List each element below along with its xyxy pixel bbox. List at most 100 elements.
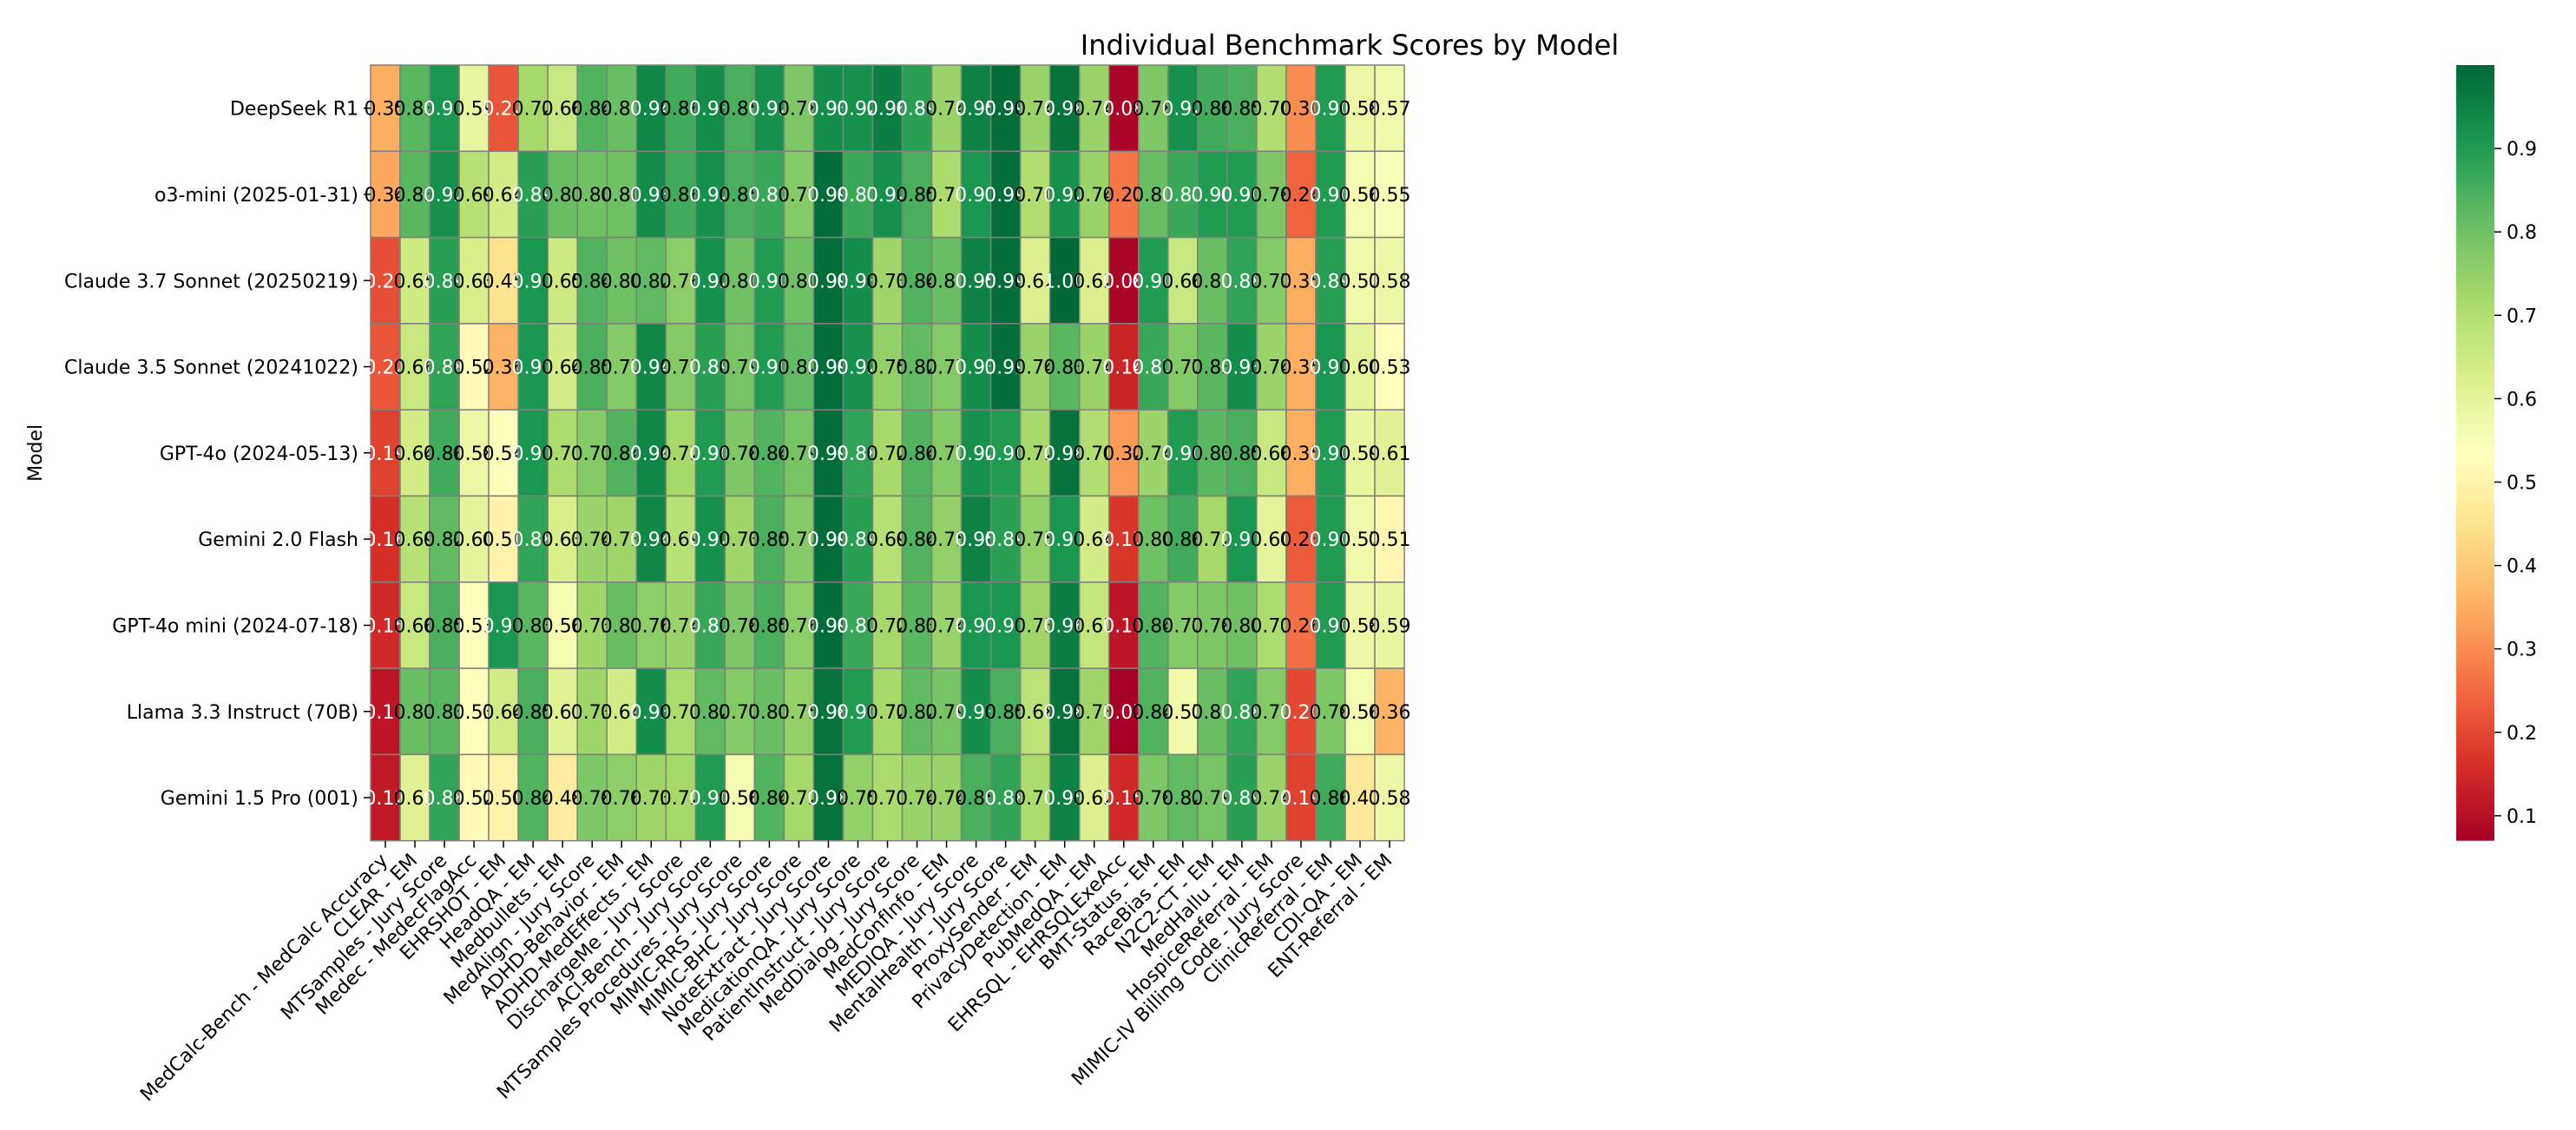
heatmap-cell xyxy=(1315,64,1346,153)
row-label: DeepSeek R1 xyxy=(230,99,358,121)
chart-title: Individual Benchmark Scores by Model xyxy=(1081,29,1619,62)
heatmap-cell xyxy=(694,323,726,411)
heatmap-cell xyxy=(547,236,578,325)
heatmap-cell xyxy=(606,495,638,583)
row-label: Claude 3.7 Sonnet (20250219) xyxy=(64,271,358,292)
heatmap-cell xyxy=(1167,323,1199,411)
heatmap-cell xyxy=(606,236,638,325)
heatmap-cell xyxy=(1256,150,1287,239)
heatmap-cell xyxy=(753,409,785,497)
heatmap-cell xyxy=(1315,150,1346,239)
heatmap-cell xyxy=(1138,236,1169,325)
heatmap-cell xyxy=(753,667,785,756)
colorbar-tick-label: 0.8 xyxy=(2507,222,2537,244)
heatmap-cell xyxy=(1344,64,1376,153)
heatmap-cell xyxy=(724,409,756,497)
heatmap-cell xyxy=(1019,495,1051,583)
heatmap-cell xyxy=(1197,753,1228,842)
heatmap-cell xyxy=(753,64,785,153)
heatmap-cell xyxy=(1048,409,1081,497)
heatmap-cell xyxy=(576,409,608,497)
heatmap-cell xyxy=(1108,150,1140,239)
row-label: Llama 3.3 Instruct (70B) xyxy=(127,702,358,724)
heatmap-cell xyxy=(783,323,815,411)
colorbar-tick-label: 0.6 xyxy=(2507,389,2537,411)
heatmap-cell xyxy=(1078,150,1110,239)
row-label: GPT-4o mini (2024-07-18) xyxy=(112,615,358,637)
heatmap-cell xyxy=(1285,236,1317,325)
heatmap-cell xyxy=(517,150,549,239)
heatmap-cell xyxy=(724,495,756,583)
heatmap-cell xyxy=(1315,753,1346,842)
colorbar-tick-label: 0.3 xyxy=(2507,640,2537,661)
heatmap-cell xyxy=(576,64,608,153)
heatmap-cell xyxy=(1078,581,1110,669)
heatmap-cell xyxy=(1344,753,1376,842)
heatmap-cell xyxy=(606,64,638,153)
heatmap-cell xyxy=(1048,236,1081,325)
heatmap-cell xyxy=(783,236,815,325)
heatmap-cell xyxy=(694,667,726,756)
heatmap-cell xyxy=(1256,495,1287,583)
heatmap-cell xyxy=(517,409,549,497)
heatmap-cell xyxy=(1344,409,1376,497)
heatmap-cell xyxy=(989,667,1022,756)
heatmap-cell xyxy=(1197,409,1228,497)
heatmap-cell xyxy=(517,495,549,583)
heatmap-cell xyxy=(783,495,815,583)
heatmap-cell xyxy=(370,323,401,411)
heatmap-cell xyxy=(753,581,785,669)
heatmap-cell xyxy=(1078,409,1110,497)
heatmap-cell xyxy=(1374,753,1405,842)
heatmap-cell xyxy=(724,581,756,669)
heatmap-cell xyxy=(960,753,992,842)
heatmap-cell xyxy=(1078,236,1110,325)
heatmap-cell xyxy=(871,409,904,497)
colorbar-gradient xyxy=(2456,65,2494,841)
colorbar-tick-label: 0.5 xyxy=(2507,472,2537,494)
row-label: Claude 3.5 Sonnet (20241022) xyxy=(64,358,358,379)
heatmap-cell xyxy=(812,236,844,325)
heatmap-cell xyxy=(458,409,490,497)
heatmap-cell xyxy=(1108,409,1140,497)
heatmap-cell xyxy=(488,753,519,842)
heatmap-cell xyxy=(635,495,667,583)
heatmap-cell xyxy=(399,236,430,325)
heatmap-cell xyxy=(576,667,608,756)
heatmap-cell xyxy=(842,236,874,325)
heatmap-cell xyxy=(1285,150,1317,239)
heatmap-cell xyxy=(1315,236,1346,325)
colorbar-tick-label: 0.1 xyxy=(2507,806,2537,828)
cell-value-label: 0.57 xyxy=(1369,99,1411,121)
row-label: Gemini 2.0 Flash xyxy=(198,529,358,551)
row-label: GPT-4o (2024-05-13) xyxy=(160,443,358,465)
heatmap-cell xyxy=(576,753,608,842)
heatmap-cell xyxy=(960,667,992,756)
heatmap-cell xyxy=(606,753,638,842)
heatmap-cell xyxy=(370,236,401,325)
colorbar-tick-label: 0.7 xyxy=(2507,305,2537,327)
heatmap-cell xyxy=(694,753,726,842)
heatmap-cell xyxy=(1167,581,1199,669)
heatmap-cell xyxy=(488,495,519,583)
cell-value-label: 0.53 xyxy=(1369,358,1411,379)
cell-value-label: 0.51 xyxy=(1369,529,1411,551)
heatmap-cell xyxy=(1108,236,1140,325)
heatmap-cell xyxy=(901,753,933,842)
heatmap-cell xyxy=(399,409,430,497)
cell-value-label: 0.61 xyxy=(1369,443,1411,465)
colorbar-tick-label: 0.4 xyxy=(2507,556,2537,578)
heatmap-cell xyxy=(842,667,874,756)
heatmap-cell xyxy=(842,495,874,583)
heatmap-cell xyxy=(1078,495,1110,583)
heatmap-cell xyxy=(871,236,904,325)
heatmap-cell xyxy=(665,581,697,669)
heatmap-cell xyxy=(1226,581,1258,669)
cell-value-label: 0.36 xyxy=(1369,702,1411,724)
heatmap-cell xyxy=(1019,323,1051,411)
heatmap-cell xyxy=(606,150,638,239)
heatmap-cell xyxy=(871,581,904,669)
heatmap-cell xyxy=(694,495,726,583)
